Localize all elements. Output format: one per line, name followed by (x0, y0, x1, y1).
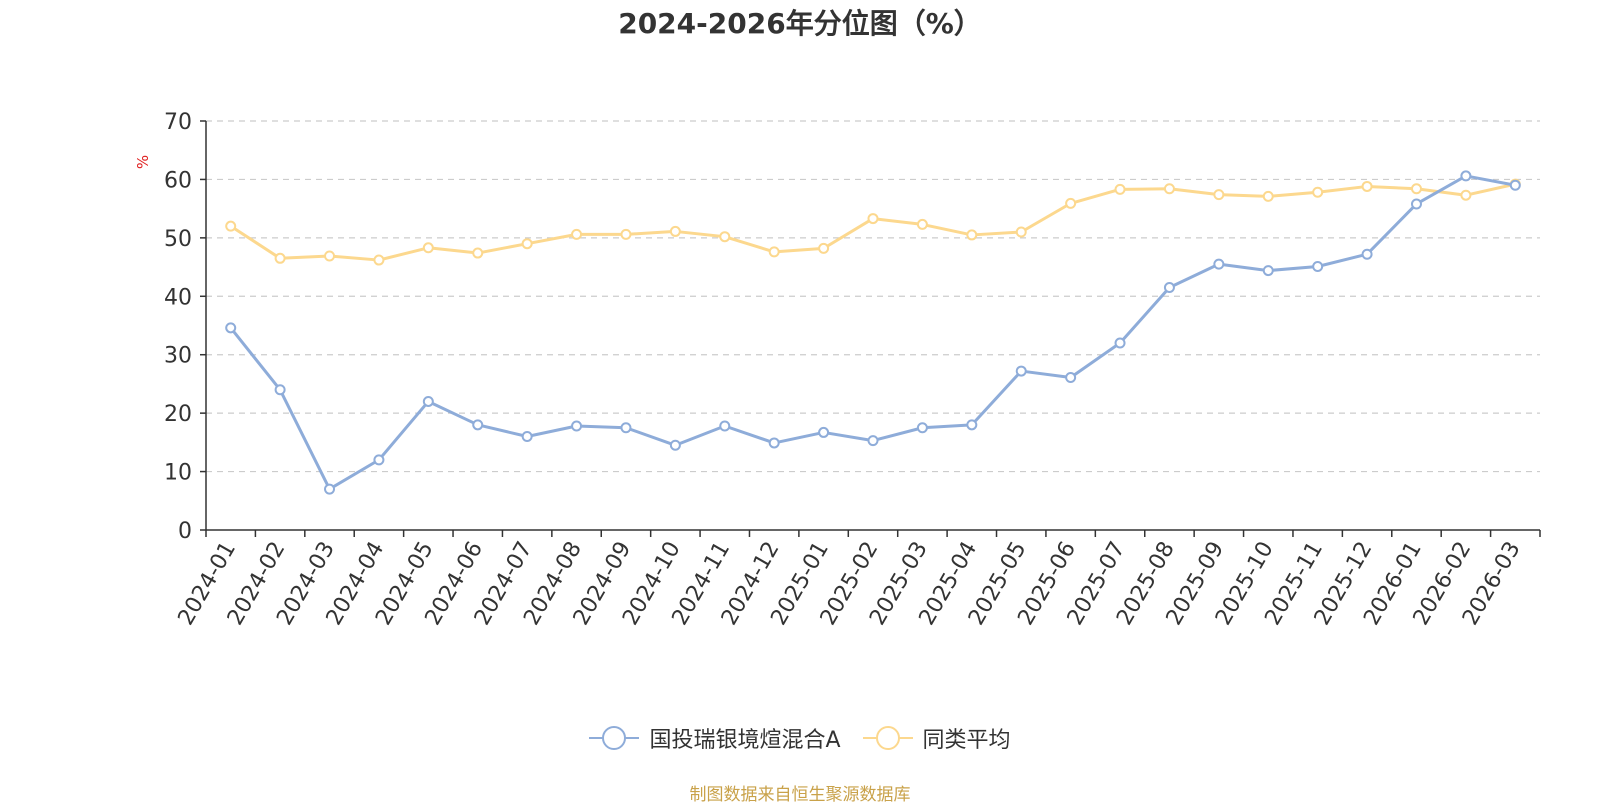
series-1-point-2024-08 (571, 420, 583, 432)
series-2-point-2025-10 (1262, 190, 1274, 202)
series-2-point-2024-03 (324, 250, 336, 262)
series-1-point-2025-05 (1015, 365, 1027, 377)
series-1-point-2025-01 (818, 426, 830, 438)
legend-marker-series-2 (862, 726, 913, 750)
y-tick-label-60: 60 (164, 168, 192, 193)
series-1-point-2024-06 (472, 419, 484, 431)
series-2-point-2026-01 (1410, 183, 1422, 195)
series-2-point-2024-04 (373, 254, 385, 266)
legend-item-series-2[interactable]: 同类平均 (862, 722, 1011, 754)
series-2-point-2024-06 (472, 247, 484, 259)
series-1-point-2025-03 (916, 422, 928, 434)
series-2-point-2025-03 (916, 218, 928, 230)
series-2-point-2025-04 (966, 229, 978, 241)
series-2-point-2025-06 (1065, 197, 1077, 209)
series-2-point-2025-02 (867, 213, 879, 225)
legend: 国投瑞银境煊混合A 同类平均 (0, 722, 1600, 754)
y-axis-label: % (134, 155, 152, 169)
series-1-point-2025-12 (1361, 248, 1373, 260)
series-2-point-2025-07 (1114, 183, 1126, 195)
series-2-point-2025-11 (1312, 186, 1324, 198)
series-2-point-2026-02 (1460, 189, 1472, 201)
series-1-point-2026-03 (1509, 179, 1521, 191)
y-tick-label-70: 70 (164, 110, 192, 135)
series-1-point-2024-01 (225, 322, 237, 334)
y-tick-label-20: 20 (164, 402, 192, 427)
series-1-point-2025-04 (966, 419, 978, 431)
legend-marker-series-1 (589, 726, 640, 750)
series-1-point-2024-07 (521, 431, 533, 443)
series-1-point-2024-11 (719, 420, 731, 432)
series-1-point-2026-01 (1410, 198, 1422, 210)
series-2-point-2024-10 (669, 225, 681, 237)
series-2-point-2025-12 (1361, 180, 1373, 192)
y-tick-label-50: 50 (164, 227, 192, 252)
series-2-point-2024-07 (521, 238, 533, 250)
y-tick-label-30: 30 (164, 344, 192, 369)
series-1-point-2026-02 (1460, 170, 1472, 182)
legend-label-series-2: 同类平均 (922, 728, 1011, 753)
y-tick-label-40: 40 (164, 285, 192, 310)
series-1-point-2025-08 (1163, 282, 1175, 294)
series-2-point-2024-05 (422, 242, 434, 254)
series-layer (225, 170, 1521, 495)
legend-label-series-1: 国投瑞银境煊混合A (649, 728, 841, 753)
chart-title: 2024-2026年分位图（%） (618, 7, 982, 40)
legend-item-series-1[interactable]: 国投瑞银境煊混合A (589, 722, 841, 754)
series-2-point-2024-02 (274, 252, 286, 264)
series-1-point-2024-12 (768, 437, 780, 449)
series-2-point-2024-11 (719, 231, 731, 243)
series-1-point-2024-04 (373, 454, 385, 466)
series-1-point-2025-02 (867, 435, 879, 447)
series-1-point-2024-02 (274, 384, 286, 396)
series-2-point-2025-05 (1015, 226, 1027, 238)
series-1-point-2025-07 (1114, 337, 1126, 349)
y-tick-label-0: 0 (178, 519, 192, 544)
series-2-point-2024-08 (571, 228, 583, 240)
series-1-point-2024-03 (324, 483, 336, 495)
series-1-point-2025-09 (1213, 258, 1225, 270)
y-tick-label-10: 10 (164, 461, 192, 486)
series-1-point-2025-06 (1065, 372, 1077, 384)
source-note: 制图数据来自恒生聚源数据库 (689, 785, 911, 805)
series-2-point-2024-01 (225, 220, 237, 232)
series-1-point-2025-11 (1312, 260, 1324, 272)
series-2-point-2025-08 (1163, 183, 1175, 195)
series-1-point-2024-05 (422, 395, 434, 407)
series-1-point-2024-09 (620, 422, 632, 434)
series-1-point-2025-10 (1262, 265, 1274, 277)
grid-lines (206, 120, 1540, 473)
series-2-point-2024-09 (620, 228, 632, 240)
series-2-point-2025-01 (818, 242, 830, 254)
axes: 010203040506070%2024-012024-022024-03202… (134, 110, 1541, 630)
series-2-point-2024-12 (768, 246, 780, 258)
series-1-point-2024-10 (669, 439, 681, 451)
series-2-point-2025-09 (1213, 189, 1225, 201)
